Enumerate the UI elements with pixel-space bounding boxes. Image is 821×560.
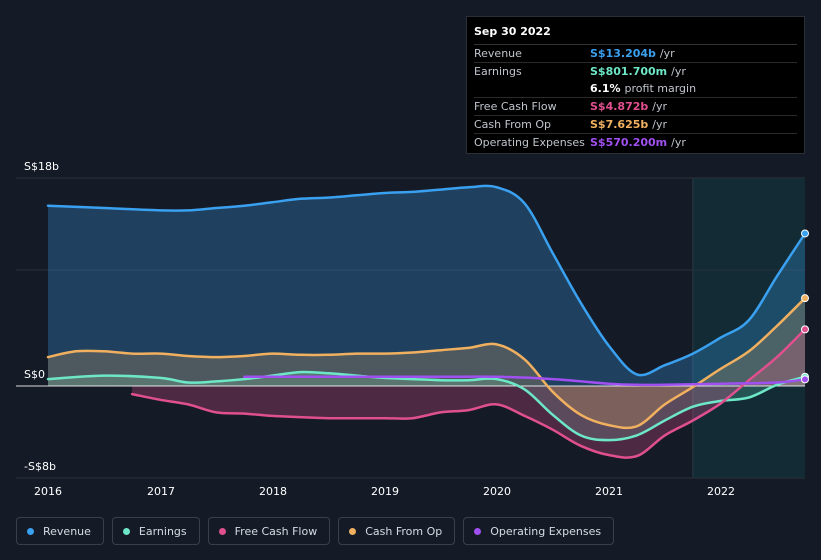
tooltip-panel: Sep 30 2022 Revenue S$13.204b /yr Earnin… [466,16,805,154]
tooltip-value: S$801.700m [590,65,668,78]
y-tick-label-top: S$18b [24,160,59,173]
y-tick-label-bottom: -S$8b [24,460,56,473]
series-endpoint-cash-from-op [801,294,809,303]
tooltip-label: Earnings [474,65,522,78]
tooltip-value: 6.1% [590,82,621,95]
series-line-cash-from-op [46,296,807,430]
series-endpoint-revenue [801,229,809,238]
legend-item-operating-expenses[interactable]: Operating Expenses [463,517,615,545]
legend-dot-icon [27,527,34,535]
legend-label: Earnings [138,524,187,538]
tooltip-row-opex: Operating Expenses S$570.200m /yr [474,134,797,151]
series-line-operating-expenses [243,375,807,387]
tooltip-label [474,80,590,97]
tooltip-value: S$13.204b [590,47,656,60]
legend: Revenue Earnings Free Cash Flow Cash Fro… [16,517,615,545]
tooltip-label: Cash From Op [474,118,552,131]
x-tick-label-2021: 2021 [595,485,623,498]
tooltip-unit: /yr [652,100,667,113]
tooltip-unit: /yr [652,118,667,131]
x-tick-label-2019: 2019 [371,485,399,498]
x-tick-label-2022: 2022 [707,485,735,498]
series-area-earnings [48,372,805,441]
legend-item-revenue[interactable]: Revenue [16,517,104,545]
legend-label: Free Cash Flow [234,524,318,538]
series-endpoint-free-cash-flow [801,325,809,334]
x-tick-label-2018: 2018 [259,485,287,498]
series-area-revenue [48,185,805,386]
tooltip-unit: /yr [671,65,686,78]
legend-dot-icon [474,527,482,535]
tooltip-value: S$7.625b [590,118,649,131]
tooltip-unit: /yr [671,136,686,149]
legend-item-cash-from-op[interactable]: Cash From Op [338,517,456,545]
legend-dot-icon [218,527,226,535]
plot-background [16,178,805,478]
series-line-revenue [46,184,807,377]
tooltip-unit: profit margin [624,82,697,95]
tooltip-row-earnings: Earnings S$801.700m /yr [474,63,797,80]
x-tick-label-2020: 2020 [483,485,511,498]
tooltip-unit: /yr [659,47,675,60]
tooltip-label: Operating Expenses [474,136,585,149]
x-tick-label-2017: 2017 [147,485,175,498]
series-endpoint-operating-expenses [801,375,809,384]
tooltip-row-cfo: Cash From Op S$7.625b /yr [474,116,797,134]
legend-label: Cash From Op [365,524,443,538]
legend-label: Revenue [43,524,91,538]
legend-label: Operating Expenses [490,524,602,538]
y-tick-label-zero: S$0 [24,368,45,381]
tooltip-value: S$4.872b [590,100,649,113]
tooltip-row-margin: 6.1% profit margin [474,80,797,98]
x-tick-label-2016: 2016 [34,485,62,498]
legend-item-free-cash-flow[interactable]: Free Cash Flow [207,517,331,545]
tooltip-date: Sep 30 2022 [474,24,797,45]
legend-dot-icon [122,527,130,535]
series-line-free-cash-flow [130,328,807,459]
legend-item-earnings[interactable]: Earnings [111,517,200,545]
forecast-region [692,178,805,478]
tooltip-row-revenue: Revenue S$13.204b /yr [474,45,797,63]
tooltip-value: S$570.200m [590,136,668,149]
tooltip-row-fcf: Free Cash Flow S$4.872b /yr [474,98,797,116]
legend-dot-icon [349,527,357,535]
tooltip-label: Free Cash Flow [474,100,557,113]
series-area-cash-from-op [48,298,805,428]
tooltip-label: Revenue [474,47,522,60]
series-line-earnings [46,370,807,442]
